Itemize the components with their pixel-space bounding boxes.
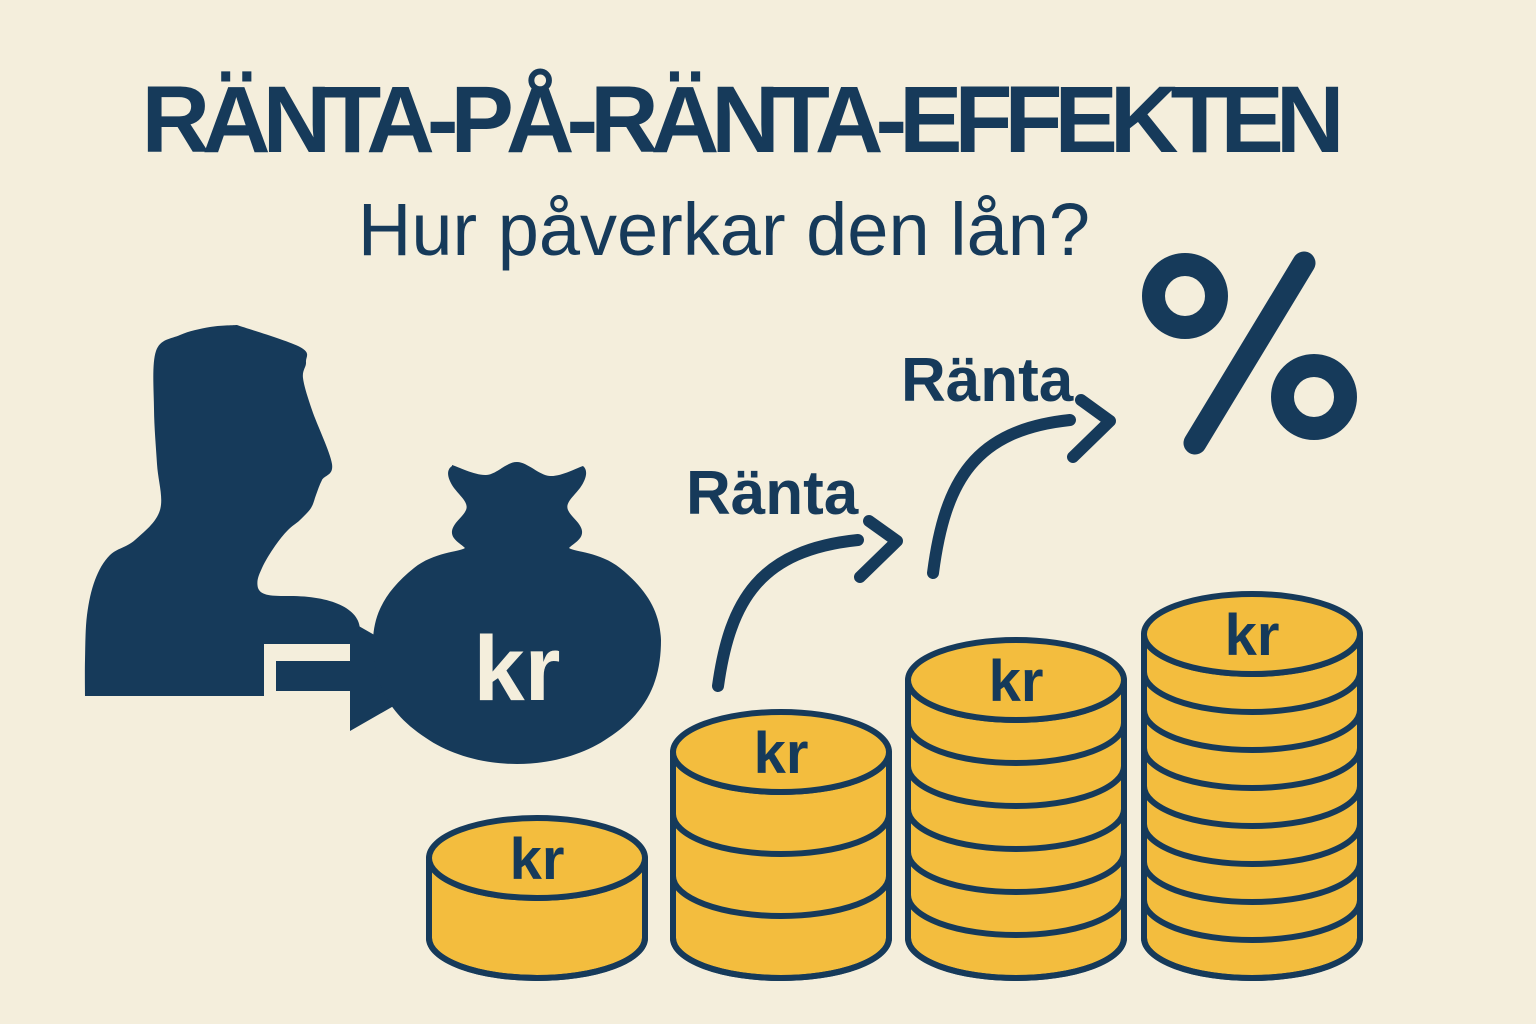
svg-text:kr: kr (989, 649, 1044, 714)
svg-text:kr: kr (754, 721, 809, 786)
svg-text:kr: kr (1225, 603, 1280, 668)
svg-text:Ränta: Ränta (686, 459, 859, 528)
svg-text:kr: kr (474, 618, 561, 720)
svg-text:Ränta: Ränta (901, 346, 1074, 415)
svg-text:kr: kr (510, 827, 565, 892)
